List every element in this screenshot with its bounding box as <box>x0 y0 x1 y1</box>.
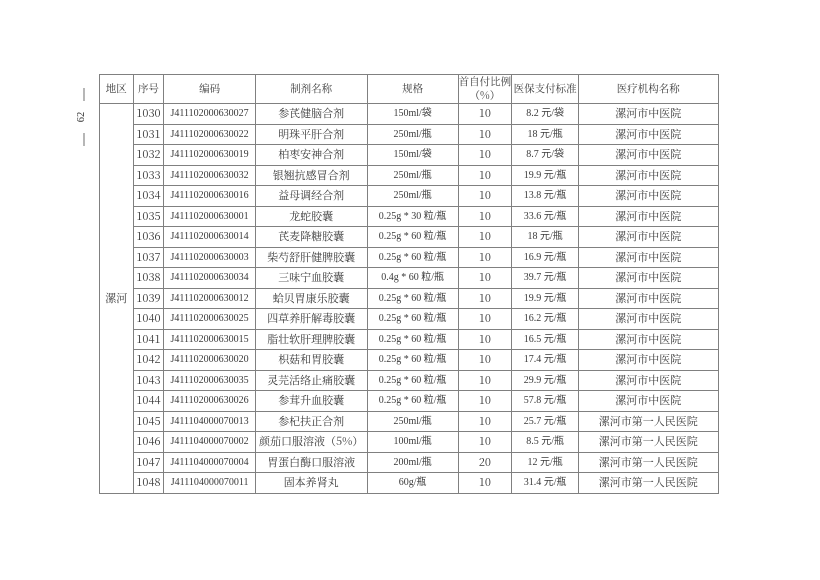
svg-text:62: 62 <box>76 112 87 123</box>
